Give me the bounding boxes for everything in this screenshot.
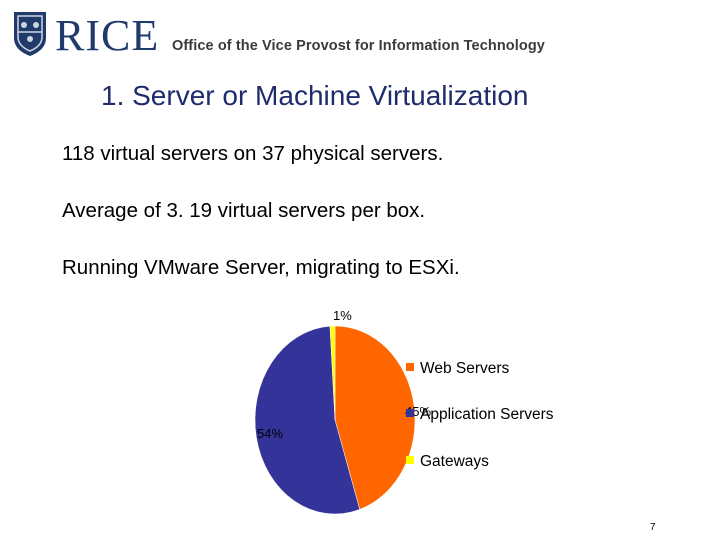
pie-slice-gateways [329,325,336,421]
rice-shield-logo-icon [14,12,46,56]
legend-label: Web Servers [420,360,510,377]
rice-logo-text: RICE [55,11,160,60]
pie-slice-web-servers [334,325,416,510]
bullet-text: Average of 3. 19 virtual servers per box… [62,199,426,222]
legend-swatch [406,456,414,464]
bullet-text: 118 virtual servers on 37 physical serve… [62,142,444,165]
slide-title: 1. Server or Machine Virtualization [101,80,529,111]
office-name: Office of the Vice Provost for Informati… [172,38,545,54]
pie-percent-label: 54% [257,426,283,441]
bullet-text: Running VMware Server, migrating to ESXi… [62,256,460,279]
legend-swatch [406,409,414,417]
header-banner: RICE Office of the Vice Provost for Info… [0,0,720,70]
page-number: 7 [650,522,656,533]
legend-label: Gateways [420,453,489,470]
legend-swatch [406,363,414,371]
legend-label: Application Servers [420,406,554,423]
pie-percent-label: 1% [333,308,352,323]
pie-slice-application-servers [254,325,361,515]
